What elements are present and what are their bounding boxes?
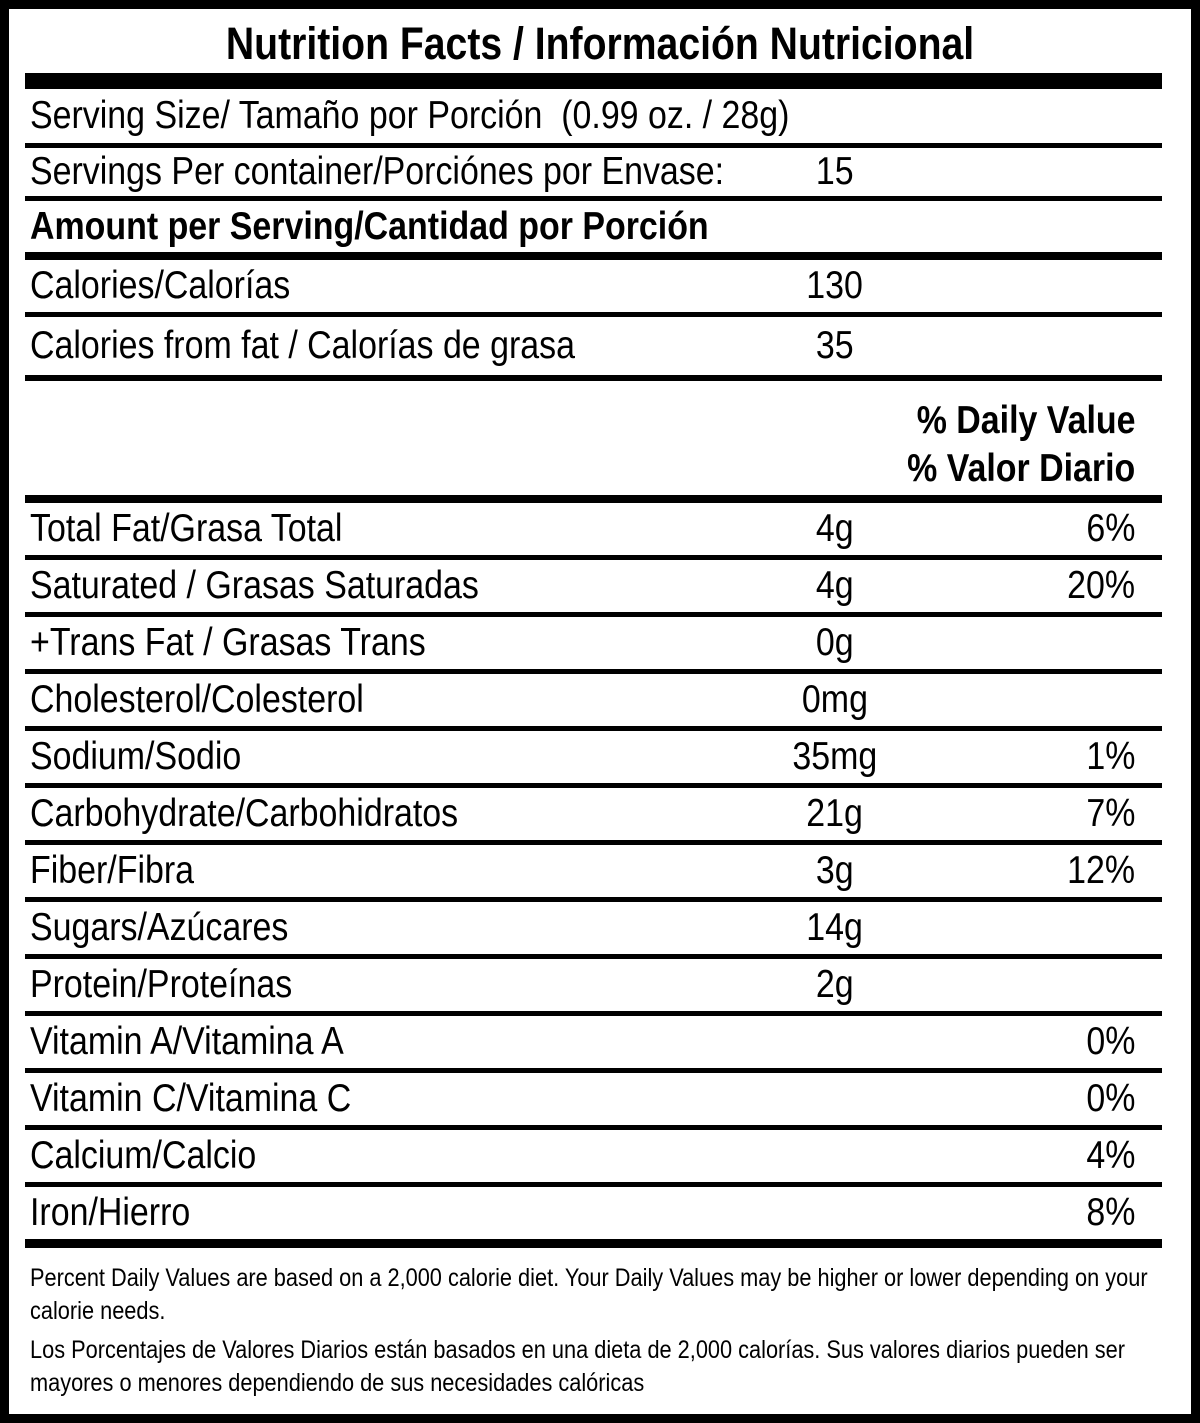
protein-amount: 2g — [816, 963, 854, 1006]
sodium-dv: 1% — [1085, 735, 1135, 778]
row-cholesterol: Cholesterol/Colesterol 0mg — [25, 674, 1162, 731]
fiber-amount: 3g — [816, 849, 854, 892]
trans-fat-amount: 0g — [816, 621, 854, 664]
row-calcium: Calcium/Calcio 4% — [25, 1130, 1162, 1187]
row-sugars: Sugars/Azúcares 14g — [25, 902, 1162, 959]
trans-fat-label: +Trans Fat / Grasas Trans — [30, 621, 426, 664]
total-fat-label: Total Fat/Grasa Total — [30, 507, 343, 550]
row-sodium: Sodium/Sodio 35mg 1% — [25, 731, 1162, 788]
carbohydrate-label: Carbohydrate/Carbohidratos — [30, 792, 459, 835]
cholesterol-amount: 0mg — [801, 678, 869, 721]
vitamin-c-dv: 0% — [1085, 1077, 1135, 1120]
row-calories-from-fat: Calories from fat / Calorías de grasa 35 — [25, 317, 1162, 381]
protein-label: Protein/Proteínas — [30, 963, 293, 1006]
daily-value-header: % Daily Value % Valor Diario — [25, 381, 1162, 503]
amount-per-serving-header-text: Amount per Serving/Cantidad por Porción — [30, 204, 709, 248]
row-protein: Protein/Proteínas 2g — [25, 959, 1162, 1016]
calories-label: Calories/Calorías — [30, 264, 291, 307]
sodium-amount: 35mg — [792, 735, 878, 778]
saturated-fat-dv: 20% — [1067, 564, 1135, 607]
title-divider-bar — [25, 73, 1162, 89]
row-carbohydrate: Carbohydrate/Carbohidratos 21g 7% — [25, 788, 1162, 845]
row-total-fat: Total Fat/Grasa Total 4g 6% — [25, 503, 1162, 560]
calories-value: 130 — [806, 264, 864, 307]
fiber-dv: 12% — [1067, 849, 1135, 892]
row-servings-per-container: Servings Per container/Porciónes por Env… — [25, 148, 1162, 201]
row-serving-size: Serving Size/ Tamaño por Porción (0.99 o… — [25, 89, 1162, 148]
row-amount-per-serving-header: Amount per Serving/Cantidad por Porción — [25, 201, 1162, 260]
serving-size-label: Serving Size/ Tamaño por Porción (0.99 o… — [30, 94, 790, 137]
footnote-spanish: Los Porcentajes de Valores Diarios están… — [30, 1336, 1126, 1397]
row-calories: Calories/Calorías 130 — [25, 260, 1162, 317]
row-iron: Iron/Hierro 8% — [25, 1187, 1162, 1248]
carbohydrate-dv: 7% — [1085, 792, 1135, 835]
row-vitamin-c: Vitamin C/Vitamina C 0% — [25, 1073, 1162, 1130]
calcium-dv: 4% — [1085, 1134, 1135, 1177]
label-body: Serving Size/ Tamaño por Porción (0.99 o… — [25, 89, 1162, 1400]
sugars-label: Sugars/Azúcares — [30, 906, 289, 949]
cholesterol-label: Cholesterol/Colesterol — [30, 678, 364, 721]
row-vitamin-a: Vitamin A/Vitamina A 0% — [25, 1016, 1162, 1073]
servings-per-container-label: Servings Per container/Porciónes por Env… — [30, 150, 725, 193]
saturated-fat-label: Saturated / Grasas Saturadas — [30, 564, 479, 607]
vitamin-a-label: Vitamin A/Vitamina A — [30, 1020, 344, 1063]
daily-value-header-es: % Valor Diario — [906, 447, 1135, 490]
label-title: Nutrition Facts / Información Nutriciona… — [9, 9, 1191, 67]
sugars-amount: 14g — [806, 906, 864, 949]
iron-dv: 8% — [1085, 1191, 1135, 1234]
daily-value-header-en: % Daily Value — [916, 399, 1135, 442]
servings-per-container-value: 15 — [816, 150, 854, 193]
footnote-english: Percent Daily Values are based on a 2,00… — [30, 1264, 1148, 1325]
saturated-fat-amount: 4g — [816, 564, 854, 607]
iron-label: Iron/Hierro — [30, 1191, 191, 1234]
fiber-label: Fiber/Fibra — [30, 849, 195, 892]
label-title-text: Nutrition Facts / Información Nutriciona… — [225, 18, 975, 69]
total-fat-dv: 6% — [1085, 507, 1135, 550]
vitamin-a-dv: 0% — [1085, 1020, 1135, 1063]
calcium-label: Calcium/Calcio — [30, 1134, 257, 1177]
footnotes: Percent Daily Values are based on a 2,00… — [25, 1248, 1162, 1400]
total-fat-amount: 4g — [816, 507, 854, 550]
vitamin-c-label: Vitamin C/Vitamina C — [30, 1077, 352, 1120]
carbohydrate-amount: 21g — [806, 792, 864, 835]
row-saturated-fat: Saturated / Grasas Saturadas 4g 20% — [25, 560, 1162, 617]
row-trans-fat: +Trans Fat / Grasas Trans 0g — [25, 617, 1162, 674]
calories-from-fat-label: Calories from fat / Calorías de grasa — [30, 324, 575, 367]
sodium-label: Sodium/Sodio — [30, 735, 242, 778]
row-fiber: Fiber/Fibra 3g 12% — [25, 845, 1162, 902]
calories-from-fat-value: 35 — [816, 324, 854, 367]
